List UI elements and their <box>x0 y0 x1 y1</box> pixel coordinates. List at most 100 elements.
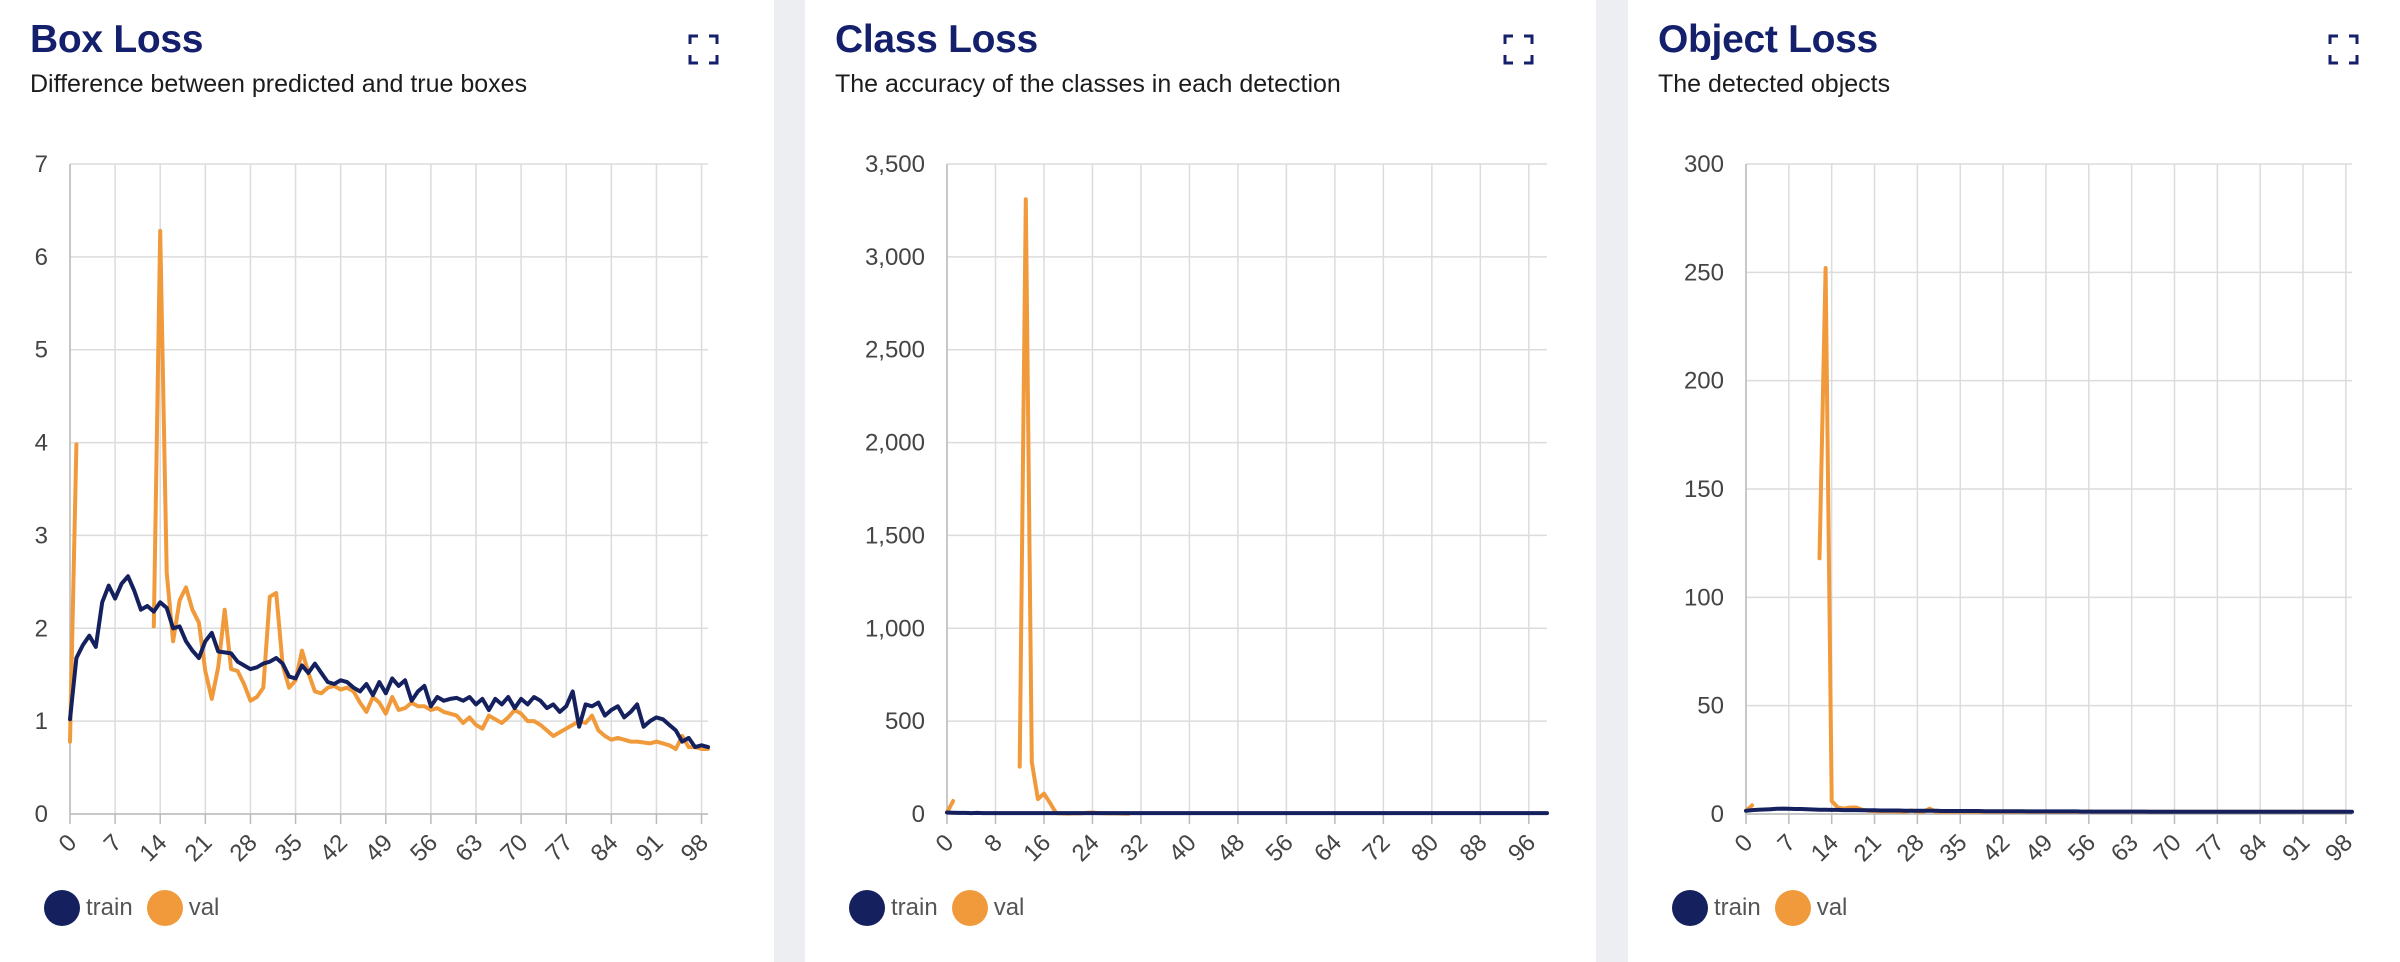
legend-item-val[interactable]: val <box>1774 890 1848 926</box>
y-tick-label: 2,000 <box>865 430 925 457</box>
legend: train val <box>849 890 1038 926</box>
box-loss-panel: Box Loss Difference between predicted an… <box>0 0 774 962</box>
x-tick-label: 56 <box>405 829 443 867</box>
x-tick-label: 84 <box>586 829 624 867</box>
y-tick-label: 200 <box>1684 368 1724 395</box>
x-tick-label: 14 <box>134 829 172 867</box>
x-tick-label: 63 <box>2106 829 2144 867</box>
legend-item-train[interactable]: train <box>849 890 938 926</box>
x-tick-label: 49 <box>2020 829 2058 867</box>
legend-item-train[interactable]: train <box>1672 890 1761 926</box>
panel-subtitle: The detected objects <box>1658 70 1891 98</box>
y-tick-label: 100 <box>1684 584 1724 611</box>
x-tick-label: 77 <box>540 829 578 867</box>
x-tick-label: 63 <box>450 829 488 867</box>
x-tick-label: 48 <box>1212 829 1250 867</box>
legend-swatch-train <box>44 890 80 926</box>
x-tick-label: 35 <box>1935 829 1973 867</box>
y-tick-label: 7 <box>35 151 48 178</box>
y-tick-label: 0 <box>912 801 925 828</box>
x-tick-label: 28 <box>1892 829 1930 867</box>
expand-button[interactable] <box>1503 34 1534 65</box>
legend-label-train: train <box>1714 894 1761 921</box>
legend-label-train: train <box>891 894 938 921</box>
y-tick-label: 3 <box>35 522 48 549</box>
legend-item-train[interactable]: train <box>44 890 133 926</box>
x-tick-label: 7 <box>1773 829 1802 858</box>
x-tick-label: 49 <box>360 829 398 867</box>
x-tick-label: 56 <box>2063 829 2101 867</box>
legend-label-val: val <box>993 894 1025 921</box>
y-tick-label: 50 <box>1697 693 1724 720</box>
x-tick-label: 98 <box>2320 829 2358 867</box>
y-tick-label: 3,500 <box>865 151 925 178</box>
panel-title: Box Loss <box>30 18 204 61</box>
y-tick-label: 3,000 <box>865 244 925 271</box>
y-tick-label: 0 <box>35 801 48 828</box>
x-tick-label: 8 <box>979 829 1008 858</box>
y-tick-label: 1,500 <box>865 522 925 549</box>
y-tick-label: 500 <box>885 708 925 735</box>
y-tick-label: 6 <box>35 244 48 271</box>
x-tick-label: 70 <box>495 829 533 867</box>
x-tick-label: 70 <box>2149 829 2187 867</box>
legend-swatch-val <box>146 890 183 926</box>
y-tick-label: 150 <box>1684 476 1724 503</box>
x-tick-label: 56 <box>1261 829 1299 867</box>
legend-label-val: val <box>1816 894 1848 921</box>
y-tick-label: 1,000 <box>865 615 925 642</box>
series-line-train <box>1744 806 2354 814</box>
legend-swatch-val <box>951 890 988 926</box>
x-tick-label: 0 <box>931 829 960 858</box>
x-tick-label: 16 <box>1018 829 1056 867</box>
x-tick-label: 40 <box>1164 829 1202 867</box>
panel-subtitle: Difference between predicted and true bo… <box>30 70 528 98</box>
series-line-train <box>68 574 710 750</box>
y-tick-label: 2,500 <box>865 337 925 364</box>
expand-icon <box>1503 34 1534 65</box>
expand-icon <box>2328 34 2359 65</box>
x-tick-label: 0 <box>1730 829 1759 858</box>
x-tick-label: 35 <box>270 829 308 867</box>
panel-subtitle: The accuracy of the classes in each dete… <box>835 70 1341 98</box>
x-tick-label: 77 <box>2192 829 2230 867</box>
x-tick-label: 32 <box>1115 829 1153 867</box>
x-tick-label: 42 <box>315 829 353 867</box>
x-tick-label: 42 <box>1977 829 2015 867</box>
series-line-val <box>68 228 710 751</box>
x-tick-label: 80 <box>1406 829 1444 867</box>
y-tick-label: 300 <box>1684 151 1724 178</box>
x-tick-label: 84 <box>2234 829 2272 867</box>
legend-label-val: val <box>188 894 220 921</box>
x-tick-label: 98 <box>676 829 714 867</box>
legend-swatch-train <box>1672 890 1708 926</box>
legend-label-train: train <box>86 894 133 921</box>
y-tick-label: 5 <box>35 337 48 364</box>
series-line-train <box>945 810 1549 816</box>
legend-item-val[interactable]: val <box>951 890 1025 926</box>
x-tick-label: 72 <box>1358 829 1396 867</box>
x-tick-label: 91 <box>2277 829 2315 867</box>
x-tick-label: 24 <box>1067 829 1105 867</box>
y-tick-label: 250 <box>1684 259 1724 286</box>
panel-title: Class Loss <box>835 18 1038 61</box>
y-tick-label: 1 <box>35 708 48 735</box>
x-tick-label: 64 <box>1309 829 1347 867</box>
expand-button[interactable] <box>2328 34 2359 65</box>
y-tick-label: 2 <box>35 615 48 642</box>
expand-button[interactable] <box>688 34 719 65</box>
x-tick-label: 28 <box>225 829 263 867</box>
class-loss-panel: Class Loss The accuracy of the classes i… <box>805 0 1596 962</box>
legend-item-val[interactable]: val <box>146 890 220 926</box>
expand-icon <box>688 34 719 65</box>
x-tick-label: 0 <box>54 829 83 858</box>
panel-title: Object Loss <box>1658 18 1878 61</box>
legend-swatch-train <box>849 890 885 926</box>
object-loss-panel: Object Loss The detected objects 0 50 100 1… <box>1628 0 2400 962</box>
x-tick-label: 91 <box>631 829 669 867</box>
y-tick-label: 4 <box>35 430 48 457</box>
